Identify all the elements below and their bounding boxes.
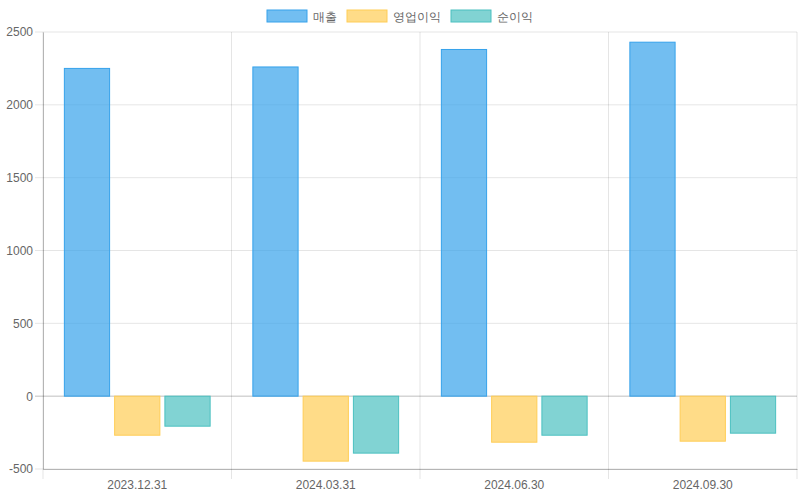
bar-series bbox=[165, 396, 776, 453]
legend-label: 순이익 bbox=[497, 10, 533, 24]
bar bbox=[64, 68, 109, 396]
y-axis-line bbox=[43, 33, 44, 470]
grid-line bbox=[35, 32, 797, 33]
bars bbox=[64, 42, 775, 461]
y-tick: 1000 bbox=[6, 244, 43, 258]
category-divider bbox=[608, 32, 609, 479]
y-tick-label: 2500 bbox=[6, 25, 33, 39]
x-tick-label: 2024.06.30 bbox=[484, 478, 544, 492]
category-divider bbox=[43, 32, 44, 479]
legend-swatch bbox=[267, 10, 307, 22]
bar bbox=[542, 396, 587, 435]
legend-item: 매출 bbox=[267, 10, 337, 24]
legend-swatch bbox=[451, 10, 491, 22]
x-tick: 2023.12.31 bbox=[107, 469, 167, 492]
x-tick-label: 2024.09.30 bbox=[673, 478, 733, 492]
bar bbox=[492, 396, 537, 442]
grid-line bbox=[35, 104, 797, 105]
x-tick: 2024.03.31 bbox=[296, 469, 356, 492]
x-axis-line bbox=[44, 469, 798, 470]
grid-line bbox=[35, 177, 797, 178]
y-tick-label: 1000 bbox=[6, 244, 33, 258]
bar bbox=[730, 396, 775, 433]
bar bbox=[630, 42, 675, 396]
bar bbox=[115, 396, 160, 435]
y-tick: 2000 bbox=[6, 98, 43, 112]
legend-swatch bbox=[347, 10, 387, 22]
grid-line bbox=[35, 250, 797, 251]
x-grid bbox=[43, 32, 797, 479]
legend-item: 영업이익 bbox=[347, 10, 441, 24]
y-tick-label: 1500 bbox=[6, 171, 33, 185]
y-tick: 1500 bbox=[6, 171, 43, 185]
legend-item: 순이익 bbox=[451, 10, 533, 24]
category-divider bbox=[797, 32, 798, 479]
category-divider bbox=[231, 32, 232, 479]
bar bbox=[253, 67, 298, 396]
x-axis: 2023.12.31 2024.03.31 2024.06.30 2024.09.30 bbox=[44, 469, 798, 492]
y-axis: -500 0 500 1000 1500 2000 2500 bbox=[6, 25, 43, 476]
x-tick-label: 2023.12.31 bbox=[107, 478, 167, 492]
y-tick: -500 bbox=[9, 462, 43, 476]
y-tick-label: 2000 bbox=[6, 98, 33, 112]
bar bbox=[680, 396, 725, 441]
plot: -500 0 500 1000 1500 2000 2500 2023.12.31 2024.0… bbox=[6, 25, 797, 491]
x-tick: 2024.06.30 bbox=[484, 469, 544, 492]
bar bbox=[303, 396, 348, 461]
bar-series bbox=[115, 396, 726, 461]
bar bbox=[165, 396, 210, 426]
y-tick-label: 0 bbox=[26, 390, 33, 404]
y-tick-label: 500 bbox=[13, 317, 33, 331]
legend-label: 매출 bbox=[313, 10, 337, 24]
bar-series bbox=[64, 42, 675, 396]
y-grid bbox=[35, 32, 797, 469]
grid-line bbox=[35, 469, 797, 470]
grid-line bbox=[35, 323, 797, 324]
category-divider bbox=[420, 32, 421, 479]
legend: 매출 영업이익 순이익 bbox=[267, 10, 533, 24]
bar bbox=[441, 49, 486, 396]
y-tick-label: -500 bbox=[9, 462, 33, 476]
legend-label: 영업이익 bbox=[393, 10, 441, 24]
y-tick: 0 bbox=[26, 390, 43, 404]
x-tick-label: 2024.03.31 bbox=[296, 478, 356, 492]
y-tick: 500 bbox=[13, 317, 43, 331]
bar bbox=[353, 396, 398, 453]
y-tick: 2500 bbox=[6, 25, 43, 39]
x-tick: 2024.09.30 bbox=[673, 469, 733, 492]
